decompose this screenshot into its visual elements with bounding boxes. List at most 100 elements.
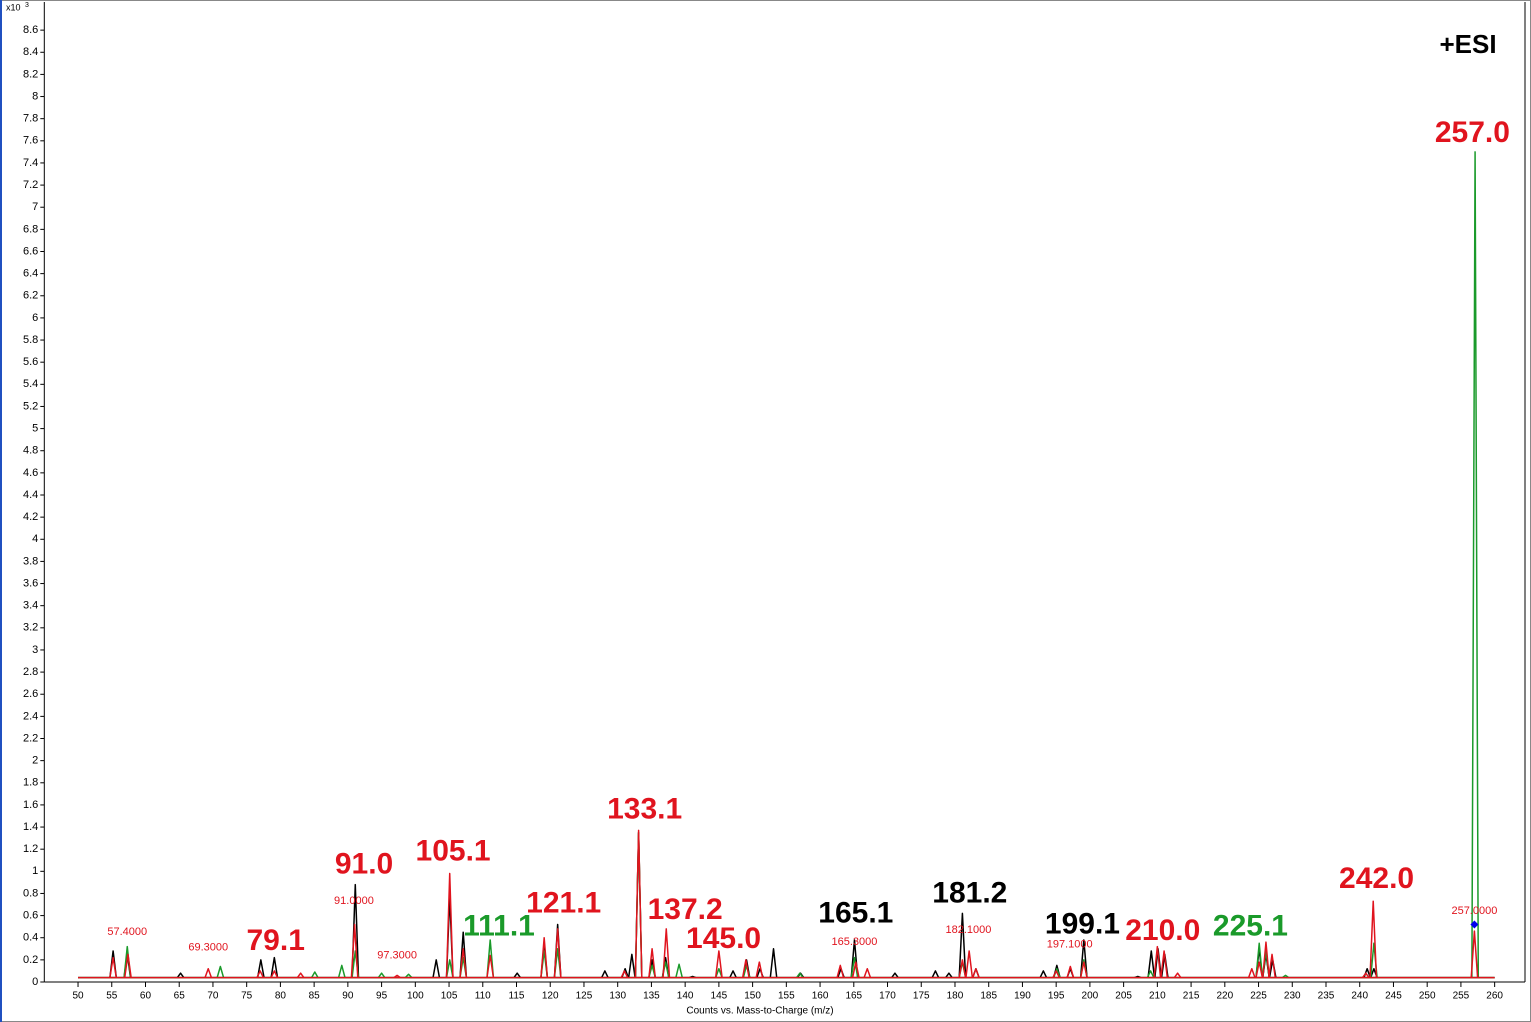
- y-tick-label: 7.2: [23, 179, 38, 191]
- x-tick-label: 260: [1486, 991, 1503, 1002]
- peak: [1173, 972, 1182, 979]
- peak: [836, 964, 845, 978]
- peak: [553, 928, 562, 978]
- peak: [945, 972, 953, 979]
- x-tick-label: 175: [913, 991, 930, 1002]
- x-tick-label: 155: [778, 991, 795, 1002]
- y-tick-label: 2.4: [23, 710, 38, 722]
- y-tick-label: 1.2: [23, 843, 38, 855]
- x-tick-label: 55: [106, 991, 118, 1002]
- x-tick-label: 105: [441, 991, 458, 1002]
- peak: [1268, 953, 1276, 978]
- x-tick-label: 50: [72, 991, 84, 1002]
- peak: [971, 967, 980, 978]
- y-tick-label: 0.8: [23, 887, 38, 899]
- x-tick-label: 140: [677, 991, 694, 1002]
- peak: [216, 965, 225, 978]
- annotation: 69.3000: [188, 942, 228, 954]
- marked-point: [1470, 920, 1479, 929]
- y-tick-label: 4.2: [23, 511, 38, 523]
- y-tick-label: 8.6: [23, 24, 38, 36]
- x-tick-label: 85: [309, 991, 321, 1002]
- y-tick-label: 6.2: [23, 290, 38, 302]
- annotation: 210.0: [1125, 914, 1200, 947]
- peak: [965, 950, 974, 978]
- y-tick-label: 7.8: [23, 113, 38, 125]
- y-tick-label: 2: [32, 755, 38, 767]
- y-tick-label: 4: [32, 533, 38, 545]
- y-tick-label: 8.2: [23, 68, 38, 80]
- y-tick-label: 8: [32, 90, 38, 102]
- x-tick-label: 65: [174, 991, 186, 1002]
- peak: [1262, 941, 1270, 978]
- annotation: 111.1: [463, 910, 535, 943]
- y-tick-label: 0.6: [23, 909, 38, 921]
- y-exponent: 3: [25, 2, 29, 9]
- y-tick-label: 1.4: [23, 821, 38, 833]
- peak: [1052, 970, 1061, 978]
- x-tick-label: 120: [542, 991, 559, 1002]
- annotation: 97.3000: [377, 949, 417, 961]
- y-tick-label: 7.4: [23, 157, 38, 169]
- peak: [648, 948, 657, 978]
- peak: [256, 970, 265, 978]
- peak: [634, 829, 643, 978]
- peak: [851, 961, 860, 978]
- peak: [1247, 967, 1256, 978]
- peak: [176, 972, 185, 979]
- peak: [1470, 930, 1479, 978]
- y-tick-label: 5: [32, 422, 38, 434]
- peak: [393, 974, 401, 979]
- y-tick-label: 6.6: [23, 245, 38, 257]
- peak: [1160, 950, 1169, 978]
- x-tick-label: 190: [1014, 991, 1031, 1002]
- y-tick-label: 6.8: [23, 223, 38, 235]
- peak: [796, 972, 804, 979]
- x-tick-label: 75: [241, 991, 253, 1002]
- x-tick-label: 95: [376, 991, 388, 1002]
- x-tick-label: 195: [1048, 991, 1065, 1002]
- peak: [445, 959, 454, 978]
- annotation: 165.1: [818, 896, 893, 929]
- x-tick-label: 230: [1284, 991, 1301, 1002]
- peak: [377, 972, 386, 979]
- peak: [1255, 942, 1264, 978]
- peak: [850, 956, 859, 978]
- peak: [513, 972, 521, 979]
- peak: [486, 954, 495, 978]
- peak: [296, 972, 305, 979]
- y-tick-label: 4.4: [23, 489, 38, 501]
- y-tick-label: 7.6: [23, 135, 38, 147]
- y-tick-label: 3: [32, 644, 38, 656]
- peak: [863, 967, 872, 978]
- peak: [204, 967, 213, 978]
- x-tick-label: 225: [1250, 991, 1267, 1002]
- annotation: 91.0000: [334, 895, 374, 907]
- annotation: 79.1: [246, 924, 304, 957]
- annotation: 242.0: [1339, 862, 1414, 895]
- x-tick-label: 115: [509, 991, 525, 1002]
- peak: [1153, 945, 1162, 978]
- peak: [891, 972, 899, 979]
- annotation: 133.1: [607, 792, 682, 825]
- peak: [1066, 965, 1075, 978]
- annotation: 105.1: [416, 834, 491, 867]
- x-tick-label: 145: [711, 991, 728, 1002]
- x-tick-label: 100: [407, 991, 424, 1002]
- y-tick-label: 5.8: [23, 334, 38, 346]
- annotation: 91.0: [335, 848, 393, 881]
- peak: [714, 950, 723, 978]
- peak: [337, 964, 346, 978]
- peak: [445, 872, 454, 978]
- x-tick-label: 205: [1115, 991, 1132, 1002]
- peak: [620, 970, 629, 978]
- annotation: 197.1000: [1047, 938, 1093, 950]
- peak: [755, 961, 764, 978]
- y-tick-label: 4.8: [23, 445, 38, 457]
- x-tick-label: 250: [1419, 991, 1436, 1002]
- peak: [662, 928, 671, 978]
- y-tick-label: 3.4: [23, 600, 38, 612]
- annotation: 199.1: [1045, 907, 1120, 940]
- y-tick-label: 7: [32, 201, 38, 213]
